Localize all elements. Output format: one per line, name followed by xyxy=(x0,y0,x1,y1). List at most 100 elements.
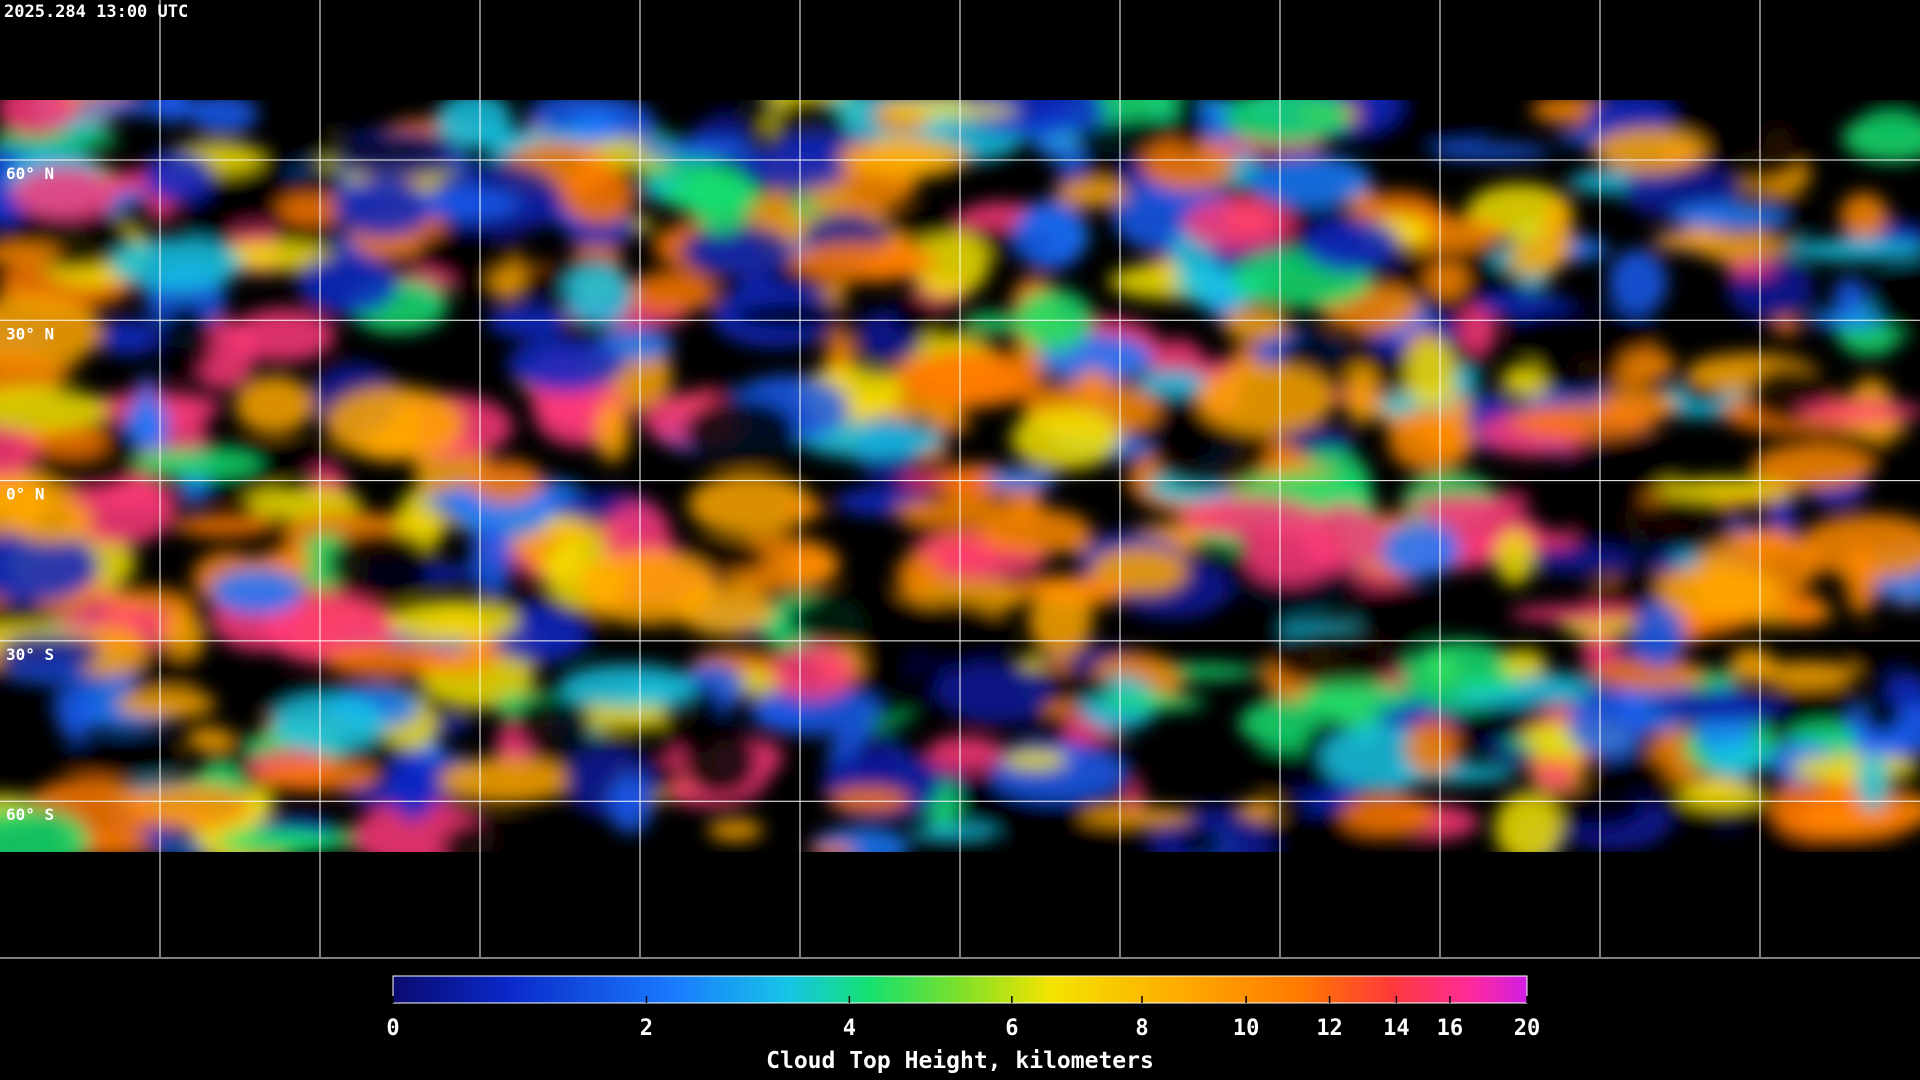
cloud xyxy=(1509,604,1639,623)
cloud xyxy=(324,385,465,462)
cloud xyxy=(1753,660,1860,688)
cloud xyxy=(1303,503,1385,572)
cloud xyxy=(1223,100,1350,146)
cloud xyxy=(926,735,1004,772)
cloud xyxy=(1349,586,1441,642)
cloud xyxy=(1805,811,1894,830)
cloud xyxy=(1183,197,1295,251)
cloud xyxy=(0,422,37,477)
cloud xyxy=(1014,288,1094,351)
cloud xyxy=(1197,363,1336,434)
cloud xyxy=(0,530,100,603)
cloud xyxy=(302,139,446,163)
cloud xyxy=(0,351,67,399)
cloud xyxy=(60,739,183,777)
cloud xyxy=(787,589,937,648)
cloud xyxy=(1706,741,1767,776)
cloud xyxy=(682,727,759,797)
colorbar-tick-label: 14 xyxy=(1383,1016,1410,1041)
cloud xyxy=(1509,306,1660,361)
cloud xyxy=(1670,202,1786,230)
cloud xyxy=(1250,154,1372,208)
cloud xyxy=(1495,528,1535,586)
latitude-label: 30° S xyxy=(6,645,54,664)
cloud xyxy=(1136,369,1208,396)
cloud xyxy=(506,336,626,393)
cloud xyxy=(328,529,434,600)
cloud xyxy=(1560,618,1635,637)
cloud xyxy=(707,818,764,842)
colorbar-tick-label: 4 xyxy=(843,1016,856,1041)
cloud xyxy=(1340,794,1437,835)
cloud xyxy=(1855,754,1891,811)
cloud xyxy=(234,375,314,435)
cloud xyxy=(173,513,278,538)
colorbar-tick-label: 6 xyxy=(1005,1016,1018,1041)
cloud xyxy=(1786,595,1824,627)
cloud xyxy=(210,567,305,616)
cloud xyxy=(1494,791,1562,852)
cloud xyxy=(594,401,631,463)
cloud xyxy=(185,726,234,752)
cloud xyxy=(984,468,1058,492)
cloud xyxy=(439,757,571,804)
cloud xyxy=(1750,443,1874,491)
cloud xyxy=(675,583,775,637)
cloud xyxy=(254,759,378,793)
cloud xyxy=(333,178,435,238)
cloud xyxy=(127,782,252,830)
cloud xyxy=(683,398,798,467)
colorbar-tick-label: 20 xyxy=(1514,1016,1541,1041)
cloud xyxy=(1636,493,1736,554)
cloud xyxy=(0,242,61,266)
cloud xyxy=(558,663,698,709)
cloud xyxy=(157,304,215,379)
cloud xyxy=(419,186,520,221)
cloud xyxy=(1653,232,1713,251)
colorbar-tick-label: 16 xyxy=(1437,1016,1464,1041)
cloud xyxy=(415,228,520,278)
cloud xyxy=(0,805,90,852)
colorbar-tick-label: 8 xyxy=(1135,1016,1148,1041)
cloud xyxy=(161,611,206,658)
cloud xyxy=(55,684,96,742)
colorbar-tick-label: 10 xyxy=(1233,1016,1260,1041)
cloud xyxy=(1702,111,1809,185)
cloud xyxy=(290,166,346,196)
cloud xyxy=(878,102,1019,119)
cloud xyxy=(1424,261,1468,300)
cloud xyxy=(839,137,970,179)
cloud xyxy=(789,242,938,283)
colorbar-tick-label: 12 xyxy=(1316,1016,1343,1041)
cloud-imagery xyxy=(0,100,1920,852)
cloud xyxy=(1725,259,1777,277)
cloud xyxy=(1299,682,1415,714)
cloud xyxy=(737,144,850,191)
cloud xyxy=(1457,303,1498,355)
cloud xyxy=(891,296,941,338)
cloud xyxy=(1663,495,1710,523)
cloud xyxy=(1782,238,1920,262)
latitude-label: 60° S xyxy=(6,805,54,824)
cloud xyxy=(909,228,991,299)
cloud xyxy=(1428,143,1552,160)
cloud xyxy=(733,301,857,330)
cloud xyxy=(901,348,1046,407)
colorbar-tick-label: 2 xyxy=(640,1016,653,1041)
cloud xyxy=(1452,688,1589,706)
cloud xyxy=(1008,574,1129,601)
cloud xyxy=(1405,337,1457,406)
cloud xyxy=(626,271,719,313)
cloud xyxy=(467,459,545,504)
cloud xyxy=(1871,261,1920,338)
cloud xyxy=(1239,798,1283,821)
cloud xyxy=(1387,407,1475,473)
cloud xyxy=(1525,545,1635,575)
cloud xyxy=(1844,544,1879,616)
cloud xyxy=(1014,198,1088,271)
cloud xyxy=(1647,690,1788,723)
cloud xyxy=(116,688,217,720)
cloud xyxy=(439,818,535,852)
